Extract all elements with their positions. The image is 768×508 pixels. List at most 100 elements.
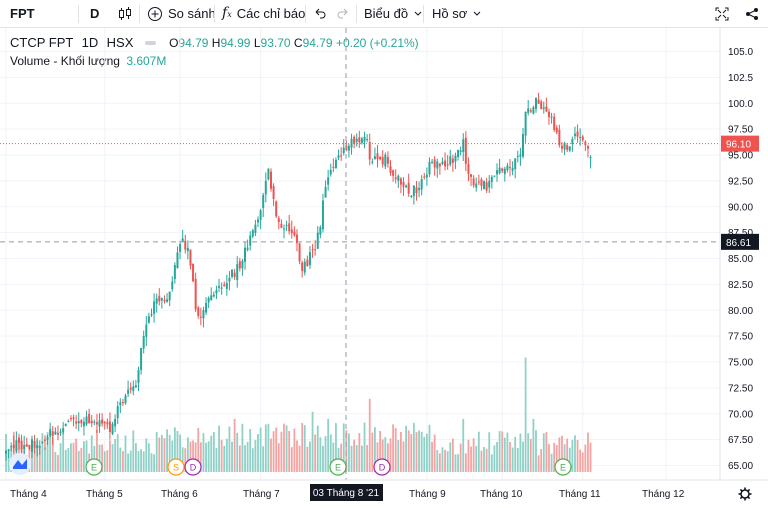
volume-bar bbox=[399, 431, 402, 472]
volume-bar bbox=[296, 440, 298, 472]
candle-body bbox=[327, 177, 330, 185]
candle-body bbox=[225, 282, 228, 289]
volume-bar bbox=[238, 445, 241, 472]
candle-body bbox=[301, 262, 304, 271]
candle-body bbox=[43, 439, 46, 441]
candle-body bbox=[181, 238, 184, 242]
candle-body bbox=[407, 182, 410, 194]
profile-menu[interactable]: Hồ sơ bbox=[432, 0, 482, 28]
candle-body bbox=[59, 431, 62, 433]
volume-bar bbox=[566, 438, 569, 472]
time-tick-label: Tháng 4 bbox=[10, 489, 47, 500]
symbol-search-button[interactable]: FPT bbox=[10, 6, 35, 21]
volume-bar bbox=[415, 432, 418, 472]
candle-body bbox=[210, 295, 213, 301]
volume-bar bbox=[509, 441, 511, 472]
candle-body bbox=[392, 170, 395, 176]
volume-bar bbox=[306, 446, 309, 472]
volume-bar bbox=[257, 434, 259, 472]
volume-bar bbox=[410, 434, 413, 472]
volume-bar bbox=[285, 425, 288, 472]
candle-body bbox=[303, 261, 306, 273]
volume-bar bbox=[46, 432, 49, 472]
volume-bar bbox=[555, 445, 558, 472]
volume-bar bbox=[147, 443, 150, 472]
indicators-button[interactable]: fx Các chỉ báo bbox=[222, 0, 305, 28]
compare-button[interactable]: So sánh bbox=[147, 0, 216, 28]
volume-bar bbox=[467, 439, 470, 472]
volume-bar bbox=[483, 446, 485, 472]
candle-body bbox=[581, 136, 584, 141]
candle-body bbox=[490, 176, 493, 182]
candle-body bbox=[215, 290, 218, 294]
candle-body bbox=[470, 174, 473, 177]
volume-bar bbox=[423, 436, 426, 472]
candle-body bbox=[399, 178, 402, 185]
volume-bar bbox=[441, 447, 444, 472]
price-axis[interactable]: 65.00 67.50 70.00 72.50 75.00 77.50 80.00 82.50… bbox=[719, 28, 768, 480]
volume-legend: Volume - Khối lượng 3.607M bbox=[10, 54, 166, 68]
candle-body bbox=[457, 149, 460, 157]
volume-bar bbox=[329, 434, 332, 472]
volume-bar bbox=[231, 441, 233, 472]
candle-body bbox=[189, 249, 192, 266]
legend-title: CTCP FPT bbox=[10, 35, 74, 50]
volume-bar bbox=[316, 425, 319, 472]
top-toolbar: FPT D So sánh fx Các chỉ báo Bi bbox=[0, 0, 768, 28]
candle-body bbox=[12, 444, 15, 449]
volume-bar bbox=[537, 455, 540, 472]
candle-body bbox=[132, 386, 135, 391]
profile-label: Hồ sơ bbox=[432, 6, 468, 21]
candle-body bbox=[121, 401, 124, 403]
candle-body bbox=[192, 264, 195, 282]
volume-bar bbox=[77, 450, 80, 472]
price-chart[interactable]: E S D E D E 65.00 67.50 70.00 72.50 75.00 77.50 80.… bbox=[0, 28, 768, 508]
event-marker-label: D bbox=[379, 463, 386, 473]
volume-bar bbox=[472, 438, 475, 472]
candle-body bbox=[483, 181, 486, 190]
legend-toggle[interactable] bbox=[144, 41, 156, 45]
volume-bar bbox=[228, 426, 231, 472]
volume-bar bbox=[173, 427, 176, 472]
volume-bar bbox=[309, 441, 311, 472]
volume-bar bbox=[433, 434, 436, 472]
volume-bar bbox=[480, 450, 483, 472]
candle-body bbox=[311, 249, 314, 251]
volume-bar bbox=[288, 430, 291, 472]
candle-body bbox=[218, 285, 221, 288]
time-axis-background bbox=[0, 480, 768, 508]
candle-body bbox=[402, 181, 405, 187]
volume-bar bbox=[340, 443, 343, 472]
chart-type-menu[interactable]: Biểu đồ bbox=[364, 0, 423, 28]
interval-button[interactable]: D bbox=[90, 6, 100, 21]
volume-bar bbox=[70, 443, 72, 472]
volume-bar bbox=[514, 436, 517, 472]
volume-bar bbox=[342, 423, 345, 472]
time-axis[interactable]: Tháng 4 Tháng 5 Tháng 6 Tháng 7 Tháng 9 Tháng… bbox=[0, 453, 768, 508]
candle-body bbox=[573, 133, 576, 137]
gear-icon-tooth bbox=[747, 488, 751, 492]
fullscreen-button[interactable] bbox=[715, 0, 729, 28]
undo-button[interactable] bbox=[313, 0, 327, 28]
candle-body bbox=[166, 299, 169, 302]
volume-bar bbox=[264, 424, 267, 472]
candle-body bbox=[425, 174, 428, 178]
candle-body bbox=[522, 134, 525, 157]
volume-bar bbox=[490, 454, 493, 472]
crosshair-price-label: 86.61 bbox=[726, 238, 751, 249]
volume-bar bbox=[397, 440, 400, 472]
candle-body bbox=[467, 164, 470, 174]
volume-label: Volume - Khối lượng bbox=[10, 54, 120, 68]
share-button[interactable] bbox=[745, 0, 759, 28]
chart-style-button[interactable] bbox=[117, 0, 133, 28]
volume-bar bbox=[571, 439, 574, 472]
compare-label: So sánh bbox=[168, 6, 216, 21]
candle-body bbox=[244, 247, 247, 262]
volume-bar bbox=[31, 450, 33, 472]
volume-bar bbox=[446, 451, 449, 472]
candle-body bbox=[462, 139, 465, 153]
candle-body bbox=[464, 137, 467, 164]
candle-body bbox=[140, 347, 143, 371]
candle-body bbox=[231, 269, 234, 277]
redo-button[interactable] bbox=[336, 0, 350, 28]
